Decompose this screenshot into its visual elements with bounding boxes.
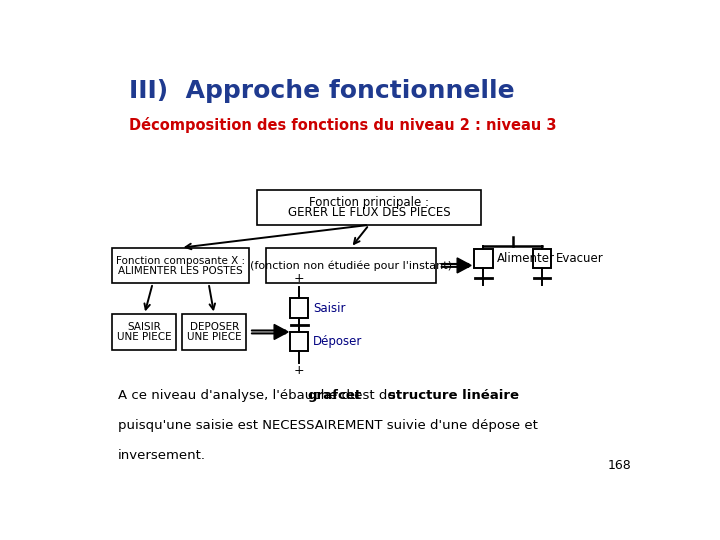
Text: UNE PIECE: UNE PIECE <box>187 332 241 342</box>
Text: UNE PIECE: UNE PIECE <box>117 332 171 342</box>
Text: SAISIR: SAISIR <box>127 322 161 333</box>
Bar <box>290 299 308 318</box>
Text: inversement.: inversement. <box>118 449 206 462</box>
Text: +: + <box>294 272 305 285</box>
Text: DEPOSER: DEPOSER <box>189 322 239 333</box>
Bar <box>112 248 249 283</box>
Polygon shape <box>274 325 288 340</box>
Text: A ce niveau d'analyse, l'ébauche du: A ce niveau d'analyse, l'ébauche du <box>118 389 363 402</box>
Bar <box>266 248 436 283</box>
Text: ALIMENTER LES POSTES: ALIMENTER LES POSTES <box>118 266 243 276</box>
Text: Décomposition des fonctions du niveau 2 : niveau 3: Décomposition des fonctions du niveau 2 … <box>129 117 557 133</box>
Text: grafcet: grafcet <box>307 389 362 402</box>
Bar <box>533 248 552 268</box>
Text: GERER LE FLUX DES PIECES: GERER LE FLUX DES PIECES <box>288 206 450 219</box>
Text: Fonction principale :: Fonction principale : <box>309 196 429 209</box>
Text: III)  Approche fonctionnelle: III) Approche fonctionnelle <box>129 79 515 103</box>
Text: puisqu'une saisie est NECESSAIREMENT suivie d'une dépose et: puisqu'une saisie est NECESSAIREMENT sui… <box>118 419 538 432</box>
Text: (fonction non étudiée pour l'instant): (fonction non étudiée pour l'instant) <box>250 260 452 271</box>
Text: 168: 168 <box>608 460 631 472</box>
Bar <box>290 332 308 351</box>
Text: est de: est de <box>350 389 400 402</box>
Text: structure linéaire: structure linéaire <box>388 389 519 402</box>
Text: +: + <box>294 364 305 377</box>
Bar <box>182 314 246 349</box>
Text: Alimenter: Alimenter <box>497 252 555 265</box>
Bar <box>258 190 481 225</box>
Bar <box>474 248 492 268</box>
Text: Fonction composante X :: Fonction composante X : <box>116 256 246 266</box>
Text: Déposer: Déposer <box>313 335 362 348</box>
Text: Saisir: Saisir <box>313 301 346 314</box>
Bar <box>112 314 176 349</box>
Polygon shape <box>457 258 471 273</box>
Text: Evacuer: Evacuer <box>556 252 603 265</box>
